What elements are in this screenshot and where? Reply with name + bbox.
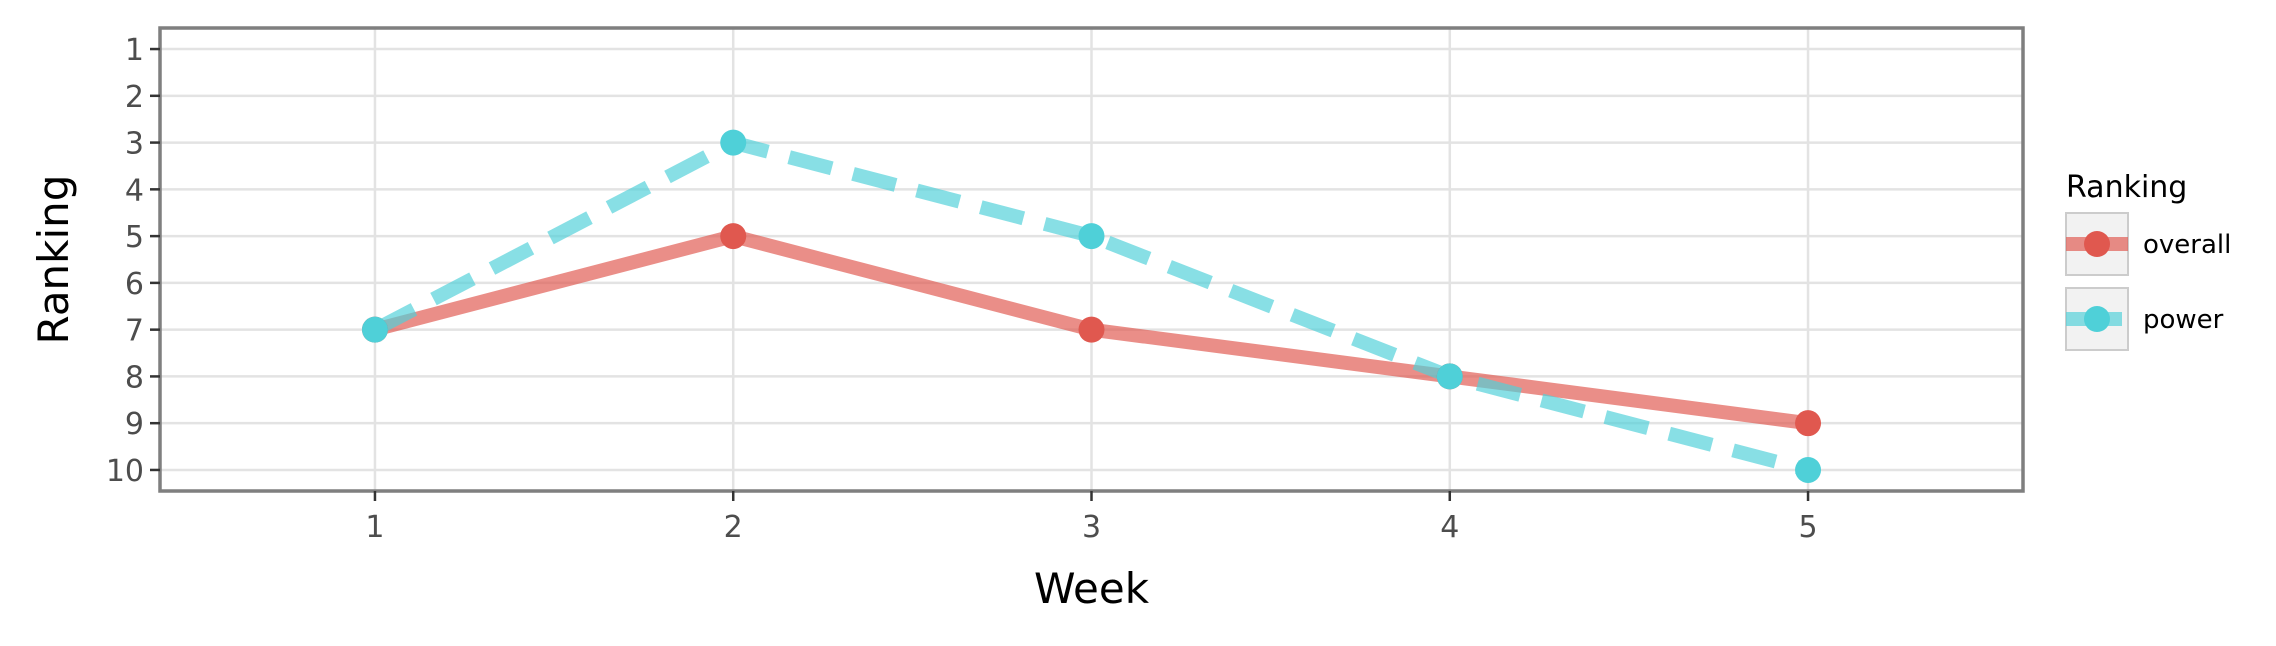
legend-key-point <box>2084 306 2110 332</box>
data-point-overall <box>1795 410 1822 437</box>
y-tick-label: 2 <box>125 80 144 115</box>
y-tick-label: 3 <box>125 127 144 162</box>
y-tick-label: 7 <box>125 314 144 349</box>
y-tick-label: 5 <box>125 220 144 255</box>
x-tick-label: 3 <box>1082 510 1101 545</box>
data-point-power <box>1436 363 1463 390</box>
y-tick-label: 8 <box>125 360 144 395</box>
y-tick-label: 9 <box>125 407 144 442</box>
data-point-power <box>361 316 388 343</box>
data-point-power <box>1078 223 1105 250</box>
legend-label: overall <box>2143 230 2231 260</box>
legend-item-overall: overall <box>2065 212 2231 276</box>
legend: Ranking overall power <box>2065 170 2231 351</box>
data-point-overall <box>1078 316 1105 343</box>
axis-ticks: 1 2 3 4 5 1 2 3 4 5 6 7 8 9 10 <box>106 33 1818 545</box>
series-points <box>361 129 1822 483</box>
x-axis-title: Week <box>1034 564 1150 613</box>
y-axis-title: Ranking <box>29 175 78 345</box>
data-point-power <box>720 129 747 156</box>
series-line-power <box>371 135 1810 477</box>
legend-label: power <box>2143 305 2224 335</box>
y-tick-label: 4 <box>125 173 144 208</box>
legend-key-point <box>2084 231 2110 257</box>
data-point-overall <box>720 223 747 250</box>
x-tick-label: 4 <box>1440 510 1459 545</box>
x-tick-label: 1 <box>365 510 384 545</box>
x-tick-label: 5 <box>1798 510 1817 545</box>
y-tick-label: 10 <box>106 454 144 489</box>
legend-title: Ranking <box>2066 170 2187 205</box>
x-tick-label: 2 <box>724 510 743 545</box>
y-tick-label: 6 <box>125 267 144 302</box>
data-point-power <box>1795 456 1822 483</box>
legend-item-power: power <box>2065 287 2224 351</box>
y-tick-label: 1 <box>125 33 144 68</box>
